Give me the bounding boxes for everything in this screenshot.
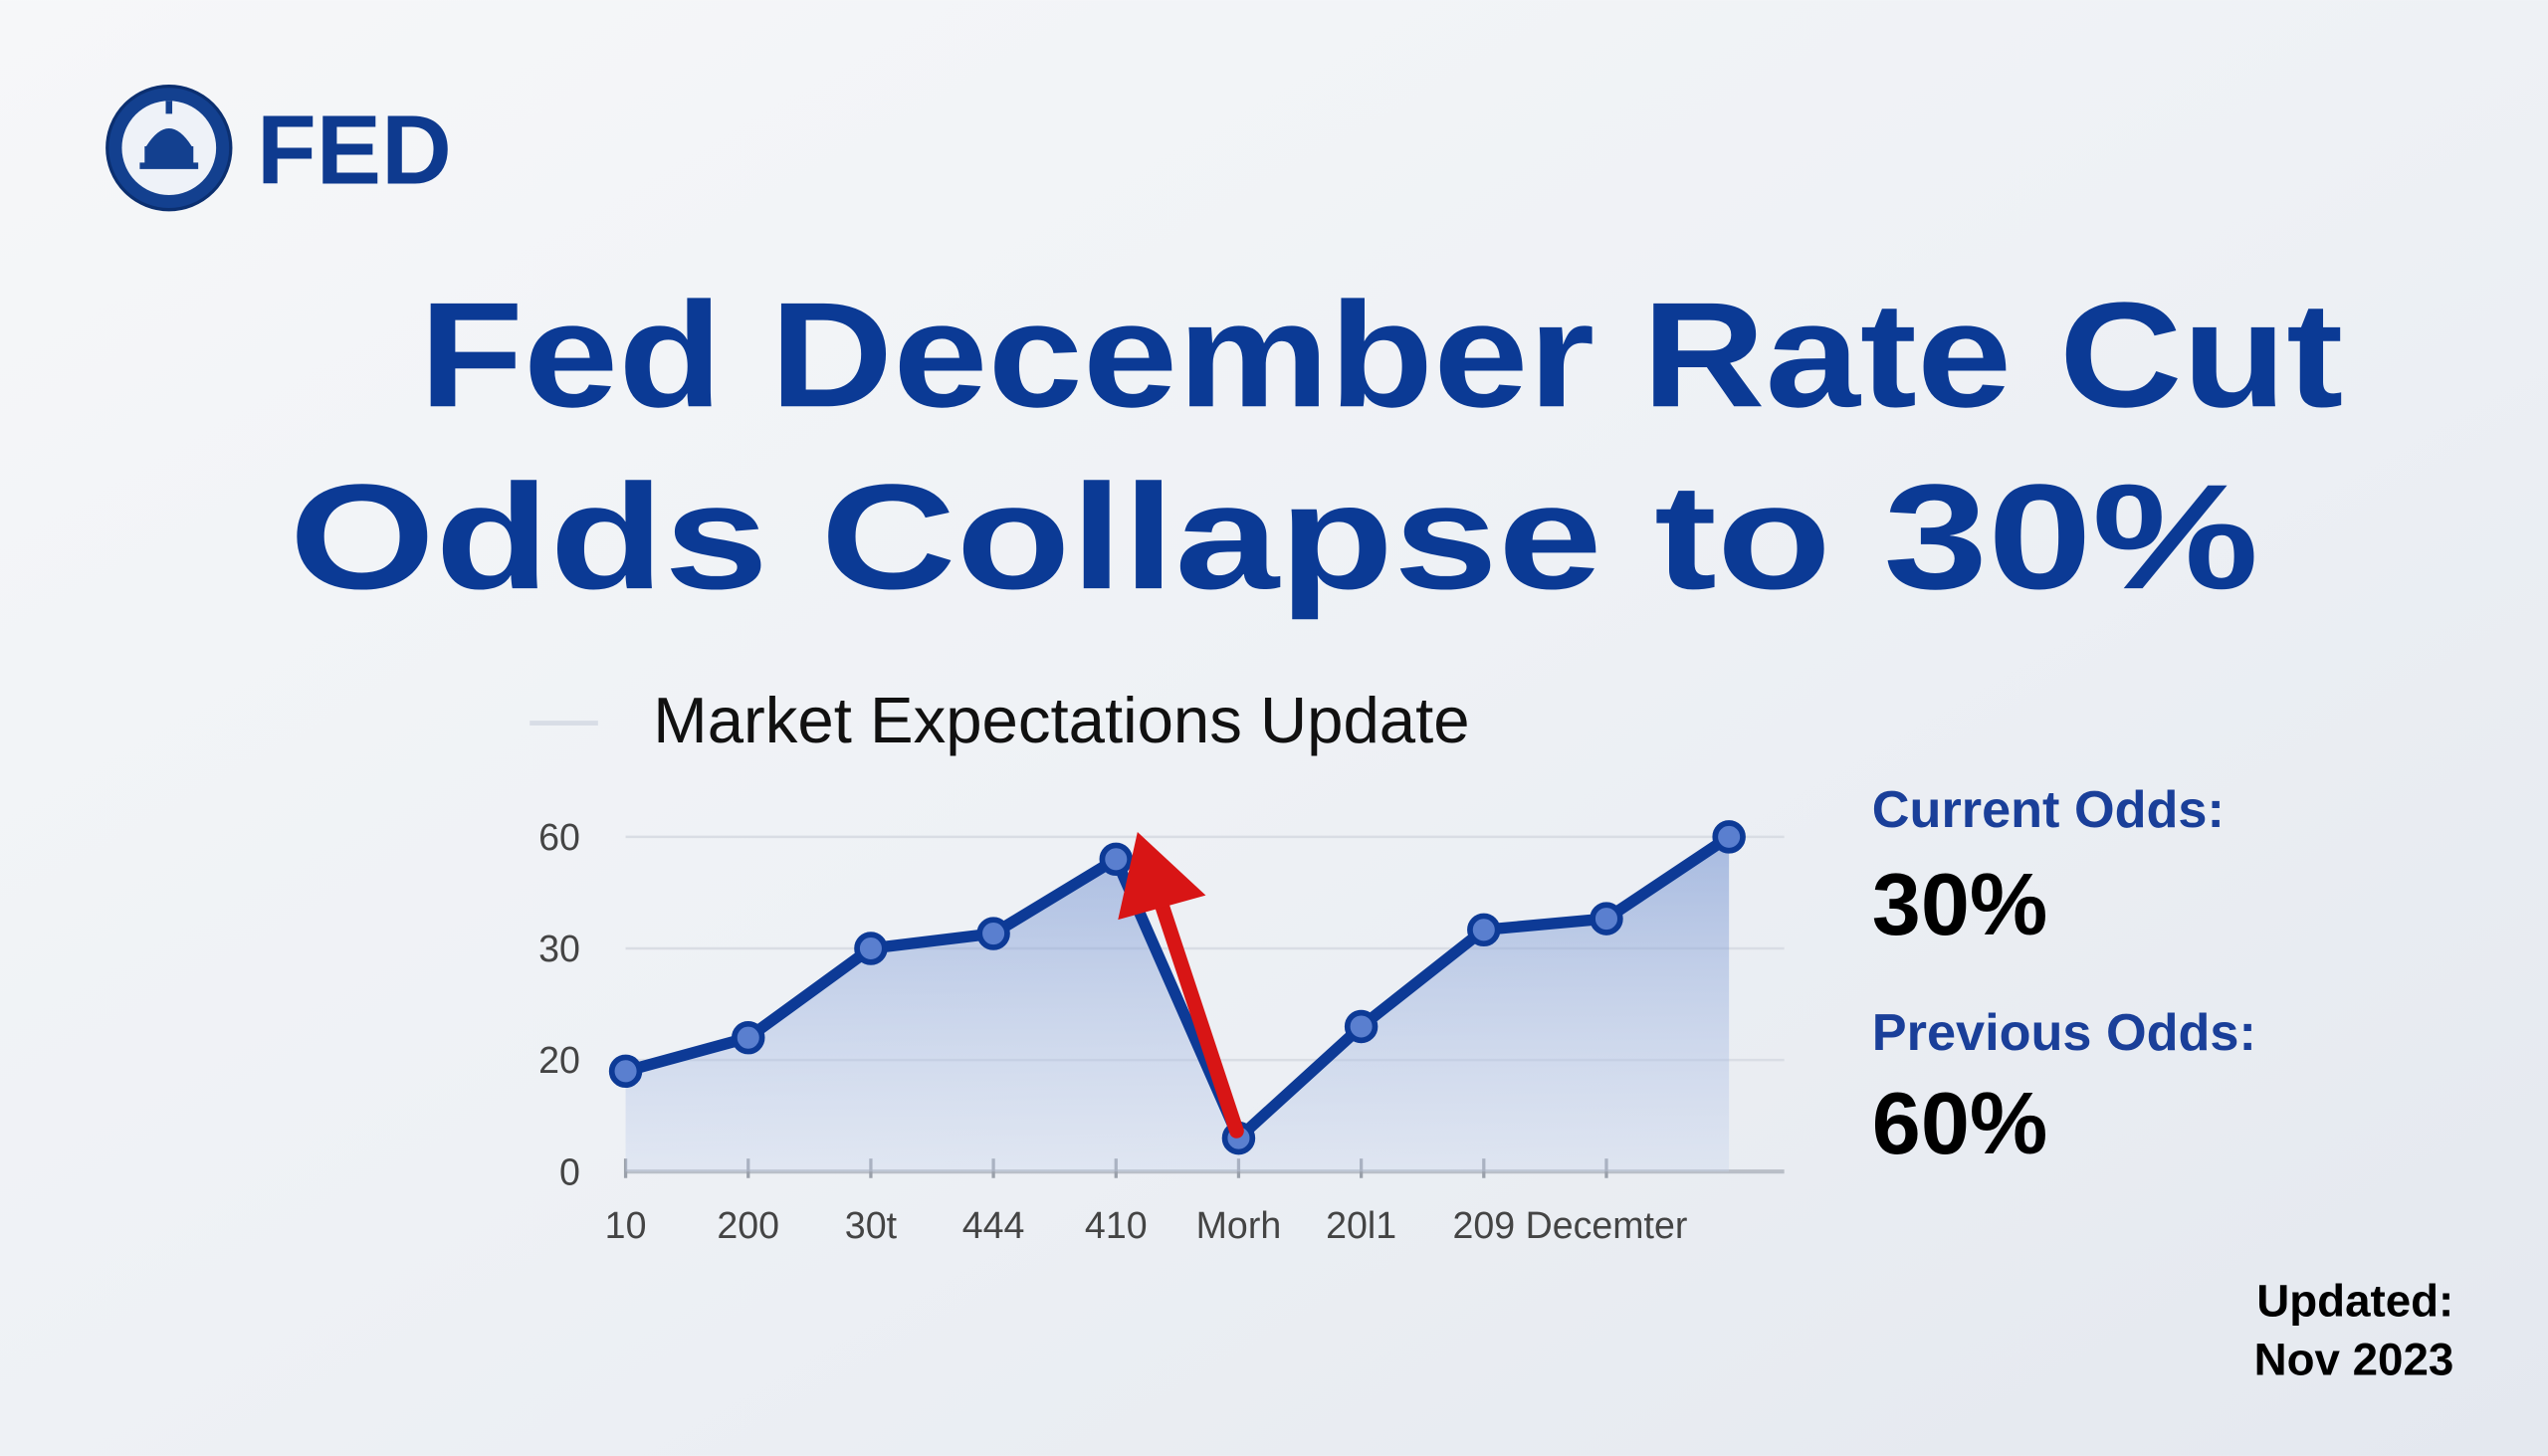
chart-title: Market Expectations Update bbox=[653, 684, 1469, 756]
stat-value: 30% bbox=[1872, 855, 2047, 953]
x-tick-label: 30t bbox=[845, 1204, 898, 1246]
point bbox=[976, 917, 1010, 950]
x-tick-label: 209 bbox=[1452, 1204, 1515, 1246]
x-tick-label: 10 bbox=[605, 1204, 647, 1246]
y-tick-label: 0 bbox=[559, 1150, 580, 1192]
x-tick-label: Morh bbox=[1196, 1204, 1282, 1246]
stat-label: Previous Odds: bbox=[1872, 1004, 2256, 1062]
point bbox=[854, 932, 888, 965]
line bbox=[624, 832, 1733, 1144]
y-tick-label: 20 bbox=[538, 1039, 580, 1081]
x-tick-label: 444 bbox=[962, 1204, 1025, 1246]
arrow bbox=[1118, 831, 1244, 1139]
point bbox=[1344, 1009, 1379, 1044]
logo-text: FED bbox=[257, 96, 452, 205]
point bbox=[1712, 820, 1746, 854]
x-tick-label: 410 bbox=[1085, 1204, 1148, 1246]
x-tick-label: 200 bbox=[717, 1204, 779, 1246]
x-tick-label: Decemter bbox=[1526, 1204, 1688, 1246]
seal bbox=[106, 84, 233, 212]
chart: 0 20 30 60 10 200 30t 444 410 Morh 20l1 209 Decemter bbox=[538, 816, 1785, 1246]
updated-date: Nov 2023 bbox=[2254, 1334, 2454, 1384]
y-tick-label: 60 bbox=[538, 816, 580, 858]
x-tick-label: 20l1 bbox=[1326, 1204, 1396, 1246]
stats: Current Odds: 30% Previous Odds: 60% bbox=[1872, 781, 2256, 1172]
stat-value: 60% bbox=[1872, 1074, 2047, 1172]
point bbox=[1467, 913, 1501, 947]
stat-label: Current Odds: bbox=[1872, 781, 2225, 839]
headline: Odds Collapse to 30% bbox=[290, 453, 2259, 620]
headline: Fed December Rate Cut bbox=[419, 271, 2343, 438]
y-tick-label: 30 bbox=[538, 928, 580, 969]
point bbox=[732, 1020, 765, 1055]
point bbox=[608, 1054, 643, 1089]
updated-label: Updated: bbox=[2256, 1276, 2453, 1327]
point bbox=[1590, 902, 1623, 936]
point bbox=[1099, 842, 1134, 877]
